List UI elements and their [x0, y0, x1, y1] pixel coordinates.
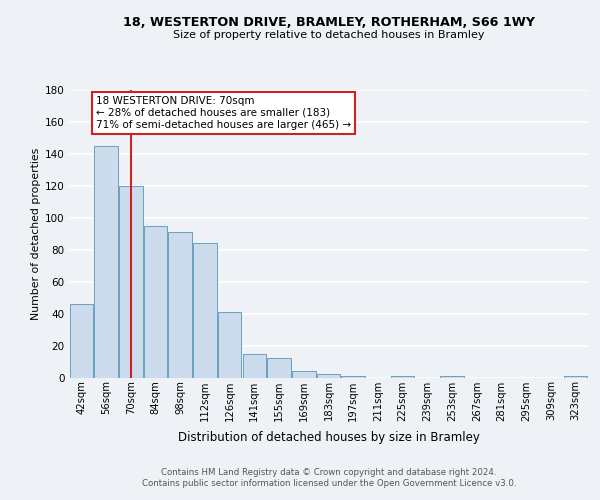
Bar [564, 376, 587, 378]
Bar [94, 146, 118, 378]
Bar [242, 354, 266, 378]
Bar [218, 312, 241, 378]
Text: 18, WESTERTON DRIVE, BRAMLEY, ROTHERHAM, S66 1WY: 18, WESTERTON DRIVE, BRAMLEY, ROTHERHAM,… [123, 16, 535, 29]
Text: Distribution of detached houses by size in Bramley: Distribution of detached houses by size … [178, 431, 480, 444]
Text: 18 WESTERTON DRIVE: 70sqm
← 28% of detached houses are smaller (183)
71% of semi: 18 WESTERTON DRIVE: 70sqm ← 28% of detac… [96, 96, 352, 130]
Y-axis label: Number of detached properties: Number of detached properties [31, 148, 41, 320]
Bar [341, 376, 365, 378]
Text: Contains public sector information licensed under the Open Government Licence v3: Contains public sector information licen… [142, 479, 516, 488]
Text: Contains HM Land Registry data © Crown copyright and database right 2024.: Contains HM Land Registry data © Crown c… [161, 468, 497, 477]
Bar [317, 374, 340, 378]
Bar [70, 304, 93, 378]
Bar [169, 232, 192, 378]
Bar [292, 371, 316, 378]
Text: Size of property relative to detached houses in Bramley: Size of property relative to detached ho… [173, 30, 485, 40]
Bar [193, 244, 217, 378]
Bar [268, 358, 291, 378]
Bar [119, 186, 143, 378]
Bar [391, 376, 415, 378]
Bar [440, 376, 464, 378]
Bar [144, 226, 167, 378]
